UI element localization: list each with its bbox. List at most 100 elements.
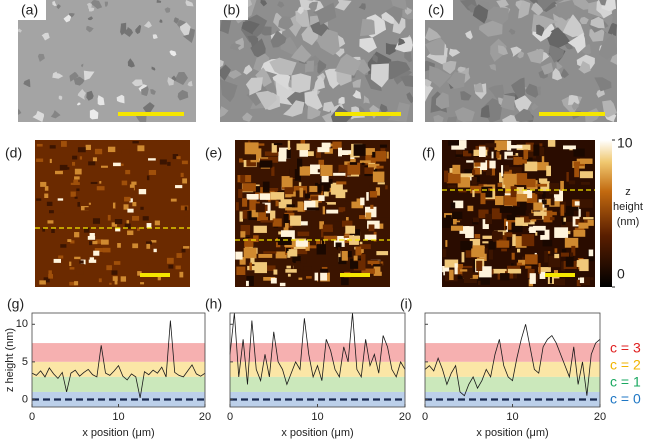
afm-feature	[236, 266, 246, 275]
grain	[435, 92, 450, 110]
grain	[307, 105, 321, 120]
grain	[187, 80, 193, 87]
afm-feature	[376, 251, 389, 256]
afm-feature	[561, 249, 567, 256]
afm-feature	[357, 231, 361, 240]
colorbar-tick-label: 0	[617, 266, 625, 282]
afm-feature	[263, 276, 276, 281]
afm-feature	[255, 203, 265, 213]
afm-feature	[48, 274, 54, 279]
afm-feature	[385, 185, 388, 190]
afm-feature	[528, 220, 535, 225]
afm-feature	[283, 213, 289, 226]
afm-feature	[542, 239, 553, 247]
grain	[398, 38, 406, 46]
level-band	[32, 343, 205, 362]
afm-feature	[317, 184, 322, 193]
afm-feature	[325, 202, 336, 205]
afm-feature	[373, 266, 382, 276]
afm-feature	[61, 141, 67, 147]
grain	[291, 44, 312, 63]
grain	[135, 24, 142, 35]
grain	[448, 48, 461, 57]
afm-feature	[255, 209, 266, 219]
afm-feature	[445, 240, 448, 247]
grain	[579, 16, 589, 25]
grain	[90, 0, 103, 10]
afm-feature	[67, 239, 72, 242]
afm-feature	[69, 281, 77, 286]
grain	[312, 2, 337, 26]
afm-feature	[138, 189, 147, 195]
afm-feature	[516, 173, 528, 186]
afm-feature	[499, 206, 513, 213]
afm-feature	[506, 155, 519, 159]
grain	[457, 66, 466, 73]
afm-feature	[286, 265, 294, 269]
afm-feature	[301, 172, 305, 182]
afm-feature	[46, 201, 53, 206]
afm-feature	[496, 151, 500, 159]
grain	[174, 71, 188, 86]
grain	[272, 71, 291, 91]
grain	[104, 1, 109, 7]
grain	[308, 1, 318, 12]
afm-feature	[351, 198, 364, 209]
afm-feature	[501, 165, 504, 177]
afm-feature	[168, 264, 174, 269]
afm-feature	[504, 232, 513, 237]
afm-feature	[444, 259, 459, 268]
grain	[556, 62, 563, 71]
afm-feature	[74, 281, 79, 286]
afm-feature	[553, 189, 564, 202]
sem-image: (b)	[220, 0, 413, 122]
afm-feature	[151, 240, 157, 243]
grain	[250, 38, 266, 58]
grain	[379, 103, 388, 114]
grain	[497, 45, 509, 56]
afm-feature	[72, 155, 78, 160]
afm-feature	[302, 202, 306, 212]
grain	[229, 43, 242, 51]
afm-feature	[485, 168, 492, 176]
grain	[446, 71, 466, 89]
afm-feature	[520, 216, 531, 223]
grain	[486, 6, 509, 25]
afm-feature	[364, 167, 374, 174]
afm-feature	[89, 257, 95, 262]
afm-feature	[541, 199, 547, 205]
afm-feature	[290, 215, 302, 226]
grain	[270, 30, 287, 48]
afm-feature	[538, 262, 541, 274]
afm-feature	[39, 280, 46, 285]
grain	[86, 25, 94, 33]
afm-feature	[491, 208, 502, 220]
grain	[511, 77, 526, 101]
afm-feature	[167, 161, 171, 166]
afm-feature	[136, 227, 140, 231]
x-tick-label: 20	[594, 411, 606, 423]
afm-feature	[464, 227, 473, 234]
afm-feature	[92, 218, 101, 224]
grain	[185, 35, 189, 40]
afm-feature	[281, 176, 293, 188]
afm-feature	[296, 143, 310, 151]
grain	[73, 76, 85, 86]
afm-feature	[250, 158, 260, 163]
afm-feature	[285, 247, 292, 253]
grain	[610, 54, 617, 66]
afm-feature	[488, 248, 493, 260]
afm-feature	[337, 247, 341, 254]
x-tick-label: 10	[311, 411, 323, 423]
afm-feature	[60, 244, 67, 248]
afm-feature	[517, 248, 521, 253]
afm-feature	[579, 277, 591, 286]
height-profile	[31, 320, 206, 399]
afm-feature	[566, 172, 569, 182]
afm-feature	[127, 230, 134, 236]
afm-feature	[106, 257, 113, 261]
afm-feature	[78, 178, 83, 183]
afm-feature	[560, 205, 574, 216]
afm-feature	[546, 165, 552, 177]
